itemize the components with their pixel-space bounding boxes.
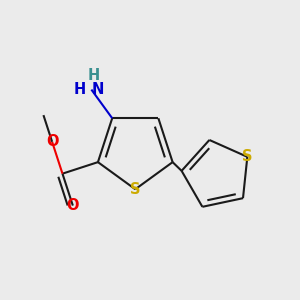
Text: N: N (92, 82, 104, 97)
Text: O: O (67, 198, 79, 213)
Text: H: H (87, 68, 100, 83)
Text: S: S (130, 182, 140, 197)
Text: O: O (46, 134, 58, 149)
Text: H: H (73, 82, 86, 97)
Text: S: S (242, 149, 253, 164)
